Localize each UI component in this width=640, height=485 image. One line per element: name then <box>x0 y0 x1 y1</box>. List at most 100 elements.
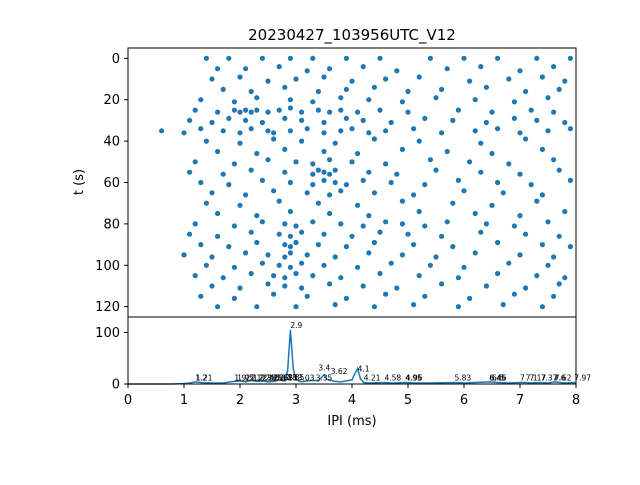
ipi-peak-label: 7.62 <box>555 374 572 383</box>
raster-point <box>450 117 456 123</box>
raster-point <box>517 171 523 177</box>
raster-point <box>209 119 215 126</box>
raster-point <box>343 295 349 301</box>
raster-point <box>567 177 574 183</box>
raster-point <box>299 229 305 235</box>
ipi-peak-label: 2.85 <box>288 373 305 382</box>
raster-point <box>343 55 349 61</box>
raster-point <box>411 302 417 308</box>
raster-point <box>231 107 237 113</box>
ipi-peak-label: 7.17 <box>530 374 547 383</box>
raster-point <box>534 273 540 279</box>
raster-y-tick-label: 100 <box>95 259 120 274</box>
raster-point <box>192 221 198 227</box>
raster-point <box>472 210 478 217</box>
raster-point <box>220 128 226 134</box>
raster-point <box>450 244 456 250</box>
raster-point <box>500 302 506 308</box>
raster-point <box>254 150 260 157</box>
raster-point <box>243 192 249 198</box>
raster-point <box>523 136 529 142</box>
raster-point <box>254 304 260 310</box>
raster-point <box>327 192 333 198</box>
ipi-peak-label: 1.21 <box>196 374 213 383</box>
raster-point <box>271 273 277 279</box>
raster-point <box>439 233 445 239</box>
raster-y-axis-label: t (s) <box>72 169 87 195</box>
ipi-x-axis: 0 1 2 3 4 5 6 7 8 <box>124 384 580 408</box>
raster-point <box>287 244 293 250</box>
raster-point <box>265 109 271 115</box>
ipi-peak-label: 1.95 <box>237 374 254 383</box>
raster-point <box>511 291 517 297</box>
raster-point <box>483 119 489 126</box>
raster-point <box>360 283 366 289</box>
raster-point <box>472 128 478 134</box>
raster-point <box>265 281 271 287</box>
ipi-peak-label: 7.37 <box>541 374 558 383</box>
raster-point <box>545 219 551 225</box>
raster-point <box>304 126 310 132</box>
raster-point <box>495 179 501 186</box>
raster-point <box>394 285 400 291</box>
ipi-peak-label: 4.21 <box>364 374 381 383</box>
raster-point <box>517 252 523 258</box>
raster-point <box>343 182 349 188</box>
raster-point <box>304 252 310 258</box>
raster-point <box>500 190 506 196</box>
raster-point <box>287 208 293 215</box>
raster-point <box>523 231 529 237</box>
raster-point <box>545 95 551 101</box>
raster-point <box>338 221 344 227</box>
raster-point <box>215 66 221 72</box>
raster-point <box>310 219 316 225</box>
raster-point <box>377 107 383 113</box>
ipi-peak-label: 6.45 <box>489 374 506 383</box>
raster-point <box>416 273 422 279</box>
raster-point <box>254 239 260 246</box>
raster-point <box>556 281 562 287</box>
raster-point <box>282 242 288 248</box>
ipi-peak-label: 3.35 <box>316 374 333 383</box>
raster-point <box>383 219 389 225</box>
raster-point <box>444 219 450 225</box>
ipi-x-tick-label: 8 <box>572 393 580 408</box>
raster-point <box>215 233 221 239</box>
raster-point <box>276 231 282 237</box>
raster-point <box>287 264 293 270</box>
raster-point <box>321 262 327 268</box>
raster-point <box>192 159 198 165</box>
raster-point <box>467 295 473 301</box>
raster-point <box>215 109 221 115</box>
raster-point <box>388 179 394 186</box>
raster-y-tick-label: 120 <box>95 300 120 315</box>
raster-point <box>299 109 305 115</box>
raster-point <box>226 55 232 61</box>
raster-point <box>355 109 361 115</box>
raster-point <box>534 55 540 61</box>
raster-point <box>366 250 372 256</box>
raster-point <box>282 84 288 90</box>
raster-point <box>511 223 517 229</box>
raster-point <box>287 179 293 186</box>
raster-point <box>489 202 495 208</box>
raster-point <box>259 219 265 225</box>
raster-point <box>450 200 456 206</box>
raster-point <box>551 64 557 70</box>
ipi-peak-label: 2.17 <box>250 374 267 383</box>
raster-point <box>343 86 349 92</box>
raster-point <box>511 99 517 105</box>
ipi-peak-label: 4.95 <box>405 374 422 383</box>
raster-point <box>198 126 204 132</box>
raster-point <box>198 242 204 248</box>
raster-point <box>315 107 321 113</box>
raster-point <box>455 304 461 310</box>
raster-point <box>321 231 327 237</box>
raster-point <box>534 198 540 204</box>
raster-point <box>399 252 405 258</box>
raster-point <box>209 254 215 260</box>
raster-point <box>310 273 316 279</box>
raster-point <box>293 270 299 277</box>
raster-point <box>439 130 445 136</box>
raster-point <box>478 64 484 70</box>
